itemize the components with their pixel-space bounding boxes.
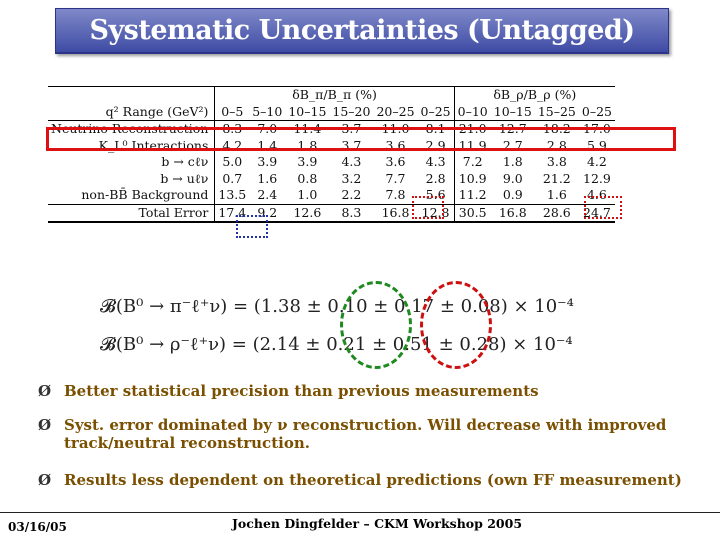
systematics-table: δB_π/B_π (%) δB_ρ/B_ρ (%) q² Range (GeV²… — [48, 86, 615, 223]
bullet-2: Ø Syst. error dominated by ν reconstructi… — [38, 416, 688, 452]
row-label: Total Error — [138, 204, 209, 220]
table-row: b → cℓν 5.0 3.9 3.9 4.3 3.6 4.3 7.2 1.8 3.8 4.2 — [48, 154, 615, 171]
table-cell: 21.2 — [542, 170, 571, 186]
stat-error-ellipse — [340, 281, 412, 369]
range-header: 0–10 — [453, 103, 491, 121]
table-cell: 3.9 — [257, 154, 278, 170]
bullet-3: Ø Results less dependent on theoretical p… — [38, 471, 682, 489]
range-header: 5–10 — [252, 103, 283, 119]
bullet-text: Better statistical precision than previo… — [64, 382, 539, 400]
bullet-arrow-icon: Ø — [38, 471, 52, 489]
range-header: 15–25 — [537, 103, 576, 119]
row-label: b → cℓν — [161, 154, 209, 170]
range-header: 15–20 — [332, 103, 371, 119]
title-underline — [55, 52, 667, 54]
table-cell: 2.8 — [425, 170, 446, 186]
table-corner — [48, 87, 215, 104]
footer-divider — [0, 512, 720, 513]
table-cell: 1.6 — [546, 187, 567, 203]
title-bar: Systematic Uncertainties (Untagged) — [55, 8, 669, 54]
table-cell: 1.6 — [257, 170, 278, 186]
table-cell: 1.0 — [297, 187, 318, 203]
table-cell: 30.5 — [453, 204, 491, 222]
buv-rho-highlight-box — [584, 196, 622, 219]
table-row: Total Error 17.4 9.2 12.6 8.3 16.8 12.8 30.5 16.… — [48, 204, 615, 222]
table-cell: 24.7 — [583, 204, 611, 220]
range-header: 10–15 — [493, 103, 532, 119]
footer-date: 03/16/05 — [8, 520, 67, 534]
table-cell: 5.0 — [214, 154, 250, 171]
range-header: 0–25 — [420, 103, 451, 119]
table-cell: 13.5 — [214, 187, 250, 204]
equation-rho: 𝓑(B⁰ → ρ⁻ℓ⁺ν) = (2.14 ± 0.21 ± 0.51 ± 0.… — [100, 334, 573, 355]
range-header: 0–5 — [214, 103, 250, 121]
table-cell: 16.8 — [381, 204, 410, 220]
table-cell: 8.3 — [341, 204, 362, 220]
footer-author: Jochen Dingfelder – CKM Workshop 2005 — [232, 516, 523, 531]
bullet-arrow-icon: Ø — [38, 416, 52, 434]
table-cell: 12.9 — [583, 170, 611, 186]
bullet-1: Ø Better statistical precision than previ… — [38, 382, 539, 400]
bullet-arrow-icon: Ø — [38, 382, 52, 400]
table-cell: 2.2 — [341, 187, 362, 203]
table-cell: 4.3 — [425, 154, 446, 170]
equation-pi: 𝓑(B⁰ → π⁻ℓ⁺ν) = (1.38 ± 0.10 ± 0.17 ± 0.… — [100, 296, 574, 317]
table-cell: 10.9 — [453, 170, 491, 187]
table-cell: 16.8 — [498, 204, 527, 220]
buv-pi-highlight-box — [412, 196, 444, 219]
range-header: 20–25 — [376, 103, 415, 119]
table-cell: 7.8 — [385, 187, 406, 203]
table-cell: 3.8 — [546, 154, 567, 170]
table-cell: 4.2 — [586, 154, 607, 170]
nonbb-highlight-box — [236, 215, 268, 238]
systematics-table-wrapper: δB_π/B_π (%) δB_ρ/B_ρ (%) q² Range (GeV²… — [48, 86, 670, 262]
table-cell: 1.8 — [502, 154, 523, 170]
pi-group-header: δB_π/B_π (%) — [214, 86, 455, 104]
rho-group-header: δB_ρ/B_ρ (%) — [453, 86, 615, 104]
table-cell: 4.6 — [586, 187, 607, 203]
table-cell: 0.8 — [297, 170, 318, 186]
table-row: non-BB̄ Background 13.5 2.4 1.0 2.2 7.8 5.6 11.… — [48, 187, 615, 204]
range-header: 10–15 — [288, 103, 327, 119]
table-cell: 12.6 — [293, 204, 322, 220]
row-label: non-BB̄ Background — [81, 187, 209, 203]
range-label: q² Range (GeV²) — [105, 103, 209, 119]
slide-title: Systematic Uncertainties (Untagged) — [89, 15, 635, 46]
table-cell: 0.7 — [214, 170, 250, 187]
table-cell: 0.9 — [502, 187, 523, 203]
table-row: b → uℓν 0.7 1.6 0.8 3.2 7.7 2.8 10.9 9.0 21.2 12.9 — [48, 170, 615, 187]
table-cell: 3.2 — [341, 170, 362, 186]
range-header: 0–25 — [581, 103, 612, 119]
table-cell: 2.4 — [257, 187, 278, 203]
neutrino-row-highlight — [46, 127, 676, 151]
table-cell: 28.6 — [542, 204, 571, 220]
bullet-text: Syst. error dominated by ν reconstructio… — [64, 416, 667, 452]
table-cell: 4.3 — [341, 154, 362, 170]
table-cell: 9.0 — [502, 170, 523, 186]
bullet-text: Results less dependent on theoretical pr… — [64, 471, 682, 489]
table-cell: 3.6 — [385, 154, 406, 170]
table-cell: 3.9 — [297, 154, 318, 170]
row-label: b → uℓν — [160, 170, 209, 186]
table-cell: 11.2 — [453, 187, 491, 204]
table-cell: 5.6 — [425, 187, 446, 203]
table-cell: 7.2 — [453, 154, 491, 171]
syst-error-ellipse — [420, 281, 492, 369]
table-cell: 7.7 — [385, 170, 406, 186]
